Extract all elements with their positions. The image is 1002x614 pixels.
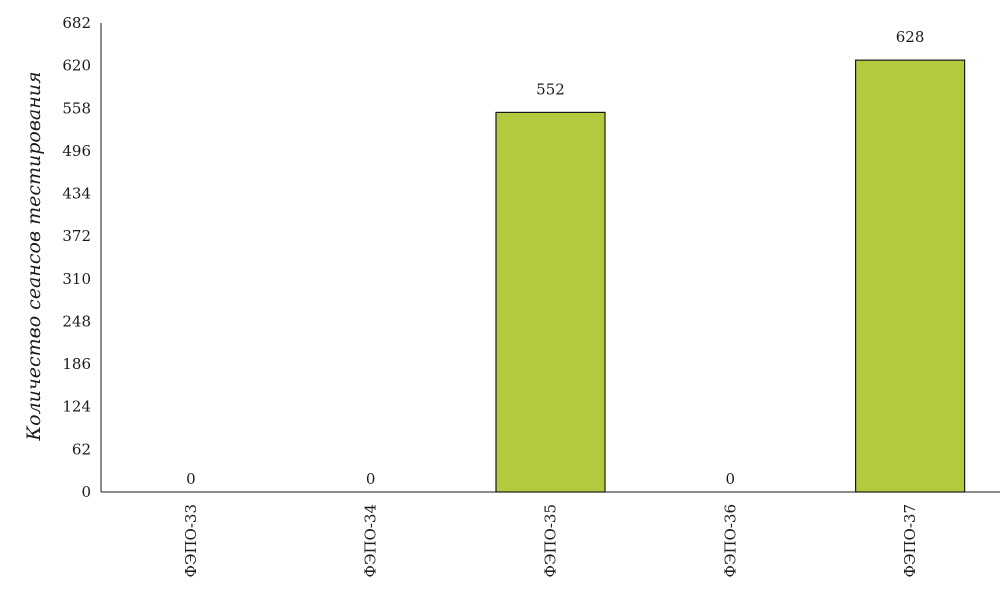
x-tick-label: ФЭПО-35 [542,504,560,577]
y-tick-label: 310 [62,270,91,288]
data-label: 0 [366,470,376,488]
data-label: 0 [186,470,196,488]
x-tick-label: ФЭПО-36 [721,504,739,577]
bar [854,59,966,493]
y-tick-label: 372 [62,227,91,245]
y-tick-label: 682 [62,14,91,32]
y-tick-label: 434 [62,185,91,203]
y-axis-ticks: 0 62 124 186 248 310 372 434 496 558 620 682 [62,14,91,501]
bar [495,111,606,493]
data-label: 628 [896,28,925,46]
y-tick-label: 62 [72,440,91,458]
x-tick-label: ФЭПО-37 [901,504,919,577]
y-tick-label: 248 [62,312,91,330]
y-tick-label: 0 [81,483,91,501]
x-tick-label: ФЭПО-34 [362,504,380,577]
x-axis-labels: ФЭПО-33 ФЭПО-34 ФЭПО-35 ФЭПО-36 ФЭПО-37 [182,504,919,577]
data-label: 552 [536,80,565,98]
y-tick-label: 124 [62,398,91,416]
data-labels: 0 0 552 0 628 [186,28,924,488]
y-tick-label: 496 [62,142,91,160]
y-tick-label: 558 [62,99,91,117]
y-axis-title: Количество сеансов тестирования [23,71,45,441]
bars [495,59,966,493]
y-tick-label: 186 [62,355,91,373]
data-label: 0 [726,470,736,488]
y-tick-label: 620 [62,57,91,75]
x-tick-label: ФЭПО-33 [182,504,200,577]
